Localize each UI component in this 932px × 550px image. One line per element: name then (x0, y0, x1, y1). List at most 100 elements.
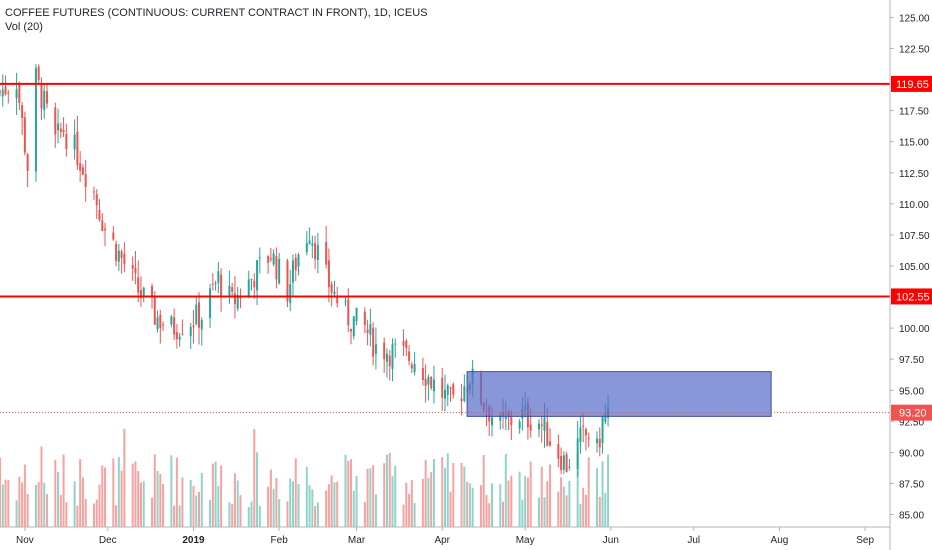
candle-body (73, 134, 76, 150)
volume-bar (134, 461, 137, 527)
candle-body (383, 342, 386, 360)
volume-bar (549, 464, 552, 527)
candle (275, 247, 278, 289)
volume-bar (385, 454, 388, 527)
candle-body (65, 133, 68, 149)
volume-bar (352, 490, 355, 527)
candle (73, 119, 76, 160)
volume-bar (286, 501, 289, 527)
price-tick-label: 90.00 (899, 448, 924, 459)
hline-price-label: 102.55 (896, 291, 930, 303)
candle-body (372, 327, 375, 357)
volume-bar (15, 500, 18, 527)
volume-bar (402, 504, 405, 527)
volume-bar (471, 487, 474, 527)
candle-body (568, 466, 571, 468)
volume-bar (601, 461, 604, 527)
volume-bars (0, 428, 610, 527)
volume-bar (336, 481, 339, 527)
volume-bar (521, 499, 524, 527)
volume-bar (189, 479, 192, 527)
candle-body (518, 421, 521, 429)
volume-bar (529, 461, 532, 527)
time-axis[interactable]: Nov Dec 2019 Feb Mar Apr May Jun Jul Aug Sep (0, 526, 890, 546)
candle-body (220, 274, 223, 296)
volume-bar (543, 497, 546, 527)
candle-body (117, 250, 120, 262)
candle (291, 254, 294, 296)
volume-bar (233, 473, 236, 527)
candle (65, 123, 68, 157)
candle-body (231, 287, 234, 292)
candle-body (211, 283, 214, 285)
candle (366, 319, 369, 346)
candle-body (546, 422, 549, 446)
candle (239, 288, 242, 309)
price-tick-label: 107.50 (899, 231, 930, 242)
candle-body (162, 324, 165, 326)
volume-bar (363, 501, 366, 527)
candle (518, 418, 521, 434)
candle (7, 89, 10, 104)
candle-body (576, 438, 579, 469)
volume-bar (446, 453, 449, 527)
candle-body (258, 257, 261, 259)
candle-body (490, 417, 493, 426)
candle (557, 434, 560, 468)
candle (598, 427, 601, 457)
time-tick-label: Mar (348, 535, 366, 546)
volume-bar (546, 481, 549, 527)
time-tick-label: May (516, 535, 535, 546)
volume-bar (410, 480, 413, 527)
candle (258, 247, 261, 274)
candle-body (4, 86, 7, 95)
supply-zone-rectangle[interactable] (466, 371, 772, 417)
candle-body (123, 254, 126, 265)
chart-header: COFFEE FUTURES (CONTINUOUS: CURRENT CONT… (5, 6, 428, 34)
volume-bar (347, 460, 350, 527)
volume-bar (499, 484, 502, 527)
candle-body (200, 320, 203, 330)
volume-bar (579, 503, 582, 527)
candle (308, 227, 311, 245)
candle-body (549, 441, 552, 446)
volume-bar (45, 493, 48, 527)
volume-bar (267, 486, 270, 527)
volume-bar (413, 503, 416, 527)
candle-body (444, 389, 446, 399)
volume-bar (1, 484, 4, 527)
volume-bar (95, 499, 98, 527)
volume-bar (250, 501, 253, 527)
candle-body (562, 455, 565, 470)
candle-body (101, 220, 104, 232)
candle (410, 361, 413, 374)
volume-bar (366, 468, 369, 527)
volume-bar (195, 495, 198, 527)
candle (115, 240, 118, 267)
volume-bar (482, 455, 485, 527)
candle-body (256, 260, 259, 291)
volume-bar (394, 465, 397, 527)
candle-body (104, 228, 107, 231)
candle (305, 231, 308, 256)
candle (54, 102, 57, 148)
candle-body (92, 191, 95, 193)
candle (267, 255, 270, 274)
candle (120, 249, 123, 274)
candle-body (325, 242, 328, 265)
candle-body (363, 311, 366, 325)
volume-bar (576, 453, 579, 527)
volume-bar (162, 484, 165, 527)
candle (34, 63, 37, 182)
last-price-badge (891, 404, 932, 421)
candle-body (189, 326, 192, 337)
volume-bar (112, 458, 115, 527)
volume-bar (584, 494, 587, 527)
candle-body (275, 256, 278, 280)
candle (297, 252, 300, 276)
candle (289, 269, 292, 312)
candle (131, 256, 134, 281)
candle (325, 225, 328, 269)
candle-body (391, 344, 394, 369)
